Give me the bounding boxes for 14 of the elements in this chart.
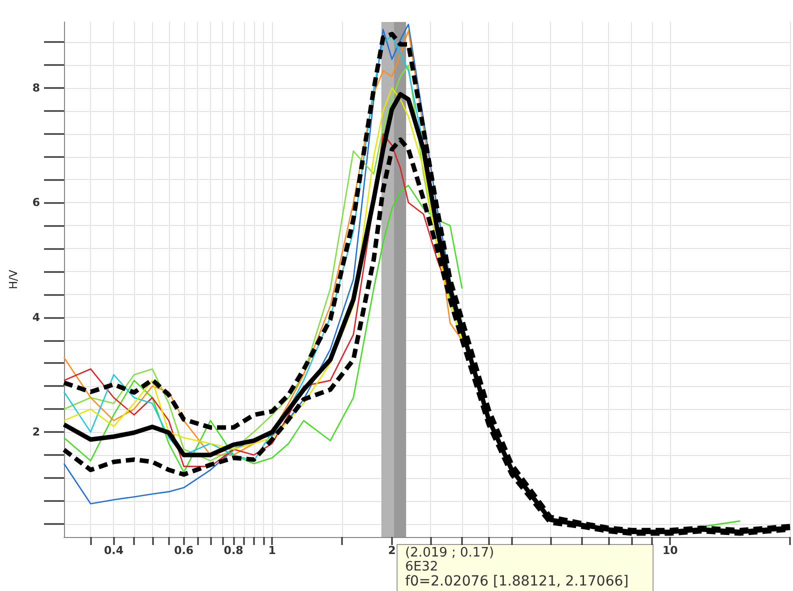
annotation: (2.019 ; 0.17) bbox=[405, 546, 494, 560]
y-axis-title: H/V bbox=[7, 269, 20, 290]
x-tick-label: 2 bbox=[388, 544, 396, 557]
x-tick-label: 0.6 bbox=[174, 544, 194, 557]
y-tick-label: 2 bbox=[32, 426, 40, 439]
text: f0=2.02076 [1.88121, 2.17066] bbox=[405, 574, 629, 590]
y-tick-label: 6 bbox=[32, 196, 40, 210]
x-tick-label: 0.8 bbox=[224, 544, 244, 557]
y-tick-label: 4 bbox=[32, 310, 40, 324]
text: 6E32 bbox=[405, 560, 438, 574]
x-tick-label: 0.4 bbox=[104, 544, 124, 557]
x-tick-label: 1 bbox=[268, 544, 276, 557]
y-tick-label: 8 bbox=[32, 81, 40, 94]
x-tick-label: 10 bbox=[662, 544, 678, 557]
